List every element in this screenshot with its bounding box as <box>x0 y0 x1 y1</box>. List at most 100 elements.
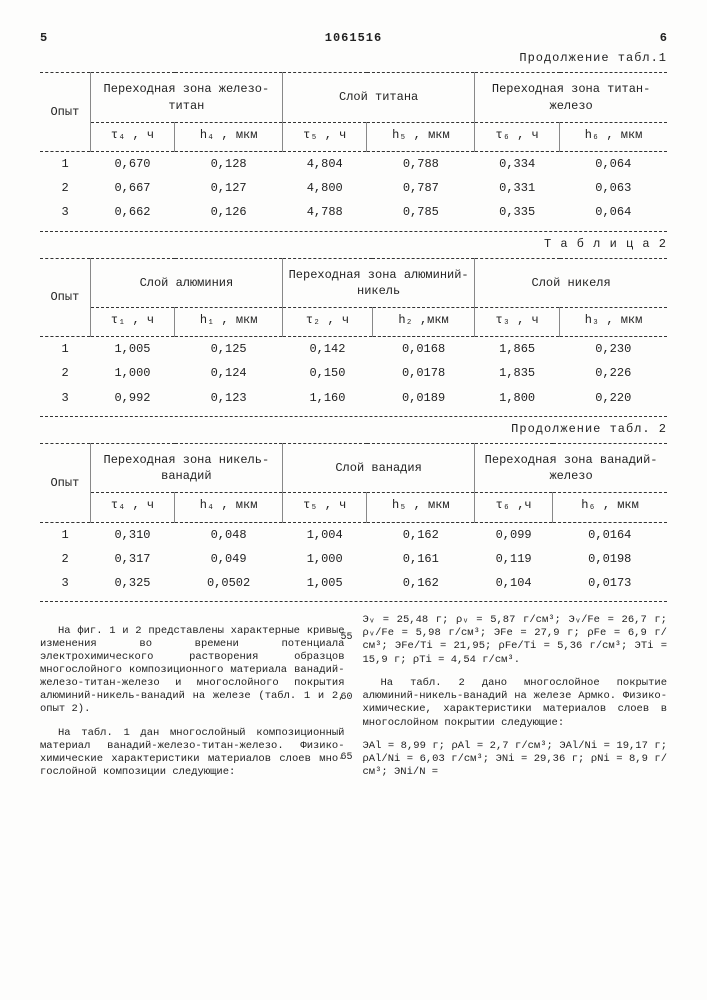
table-cell: 0,126 <box>175 200 283 224</box>
table-row: 21,0000,1240,1500,01781,8350,226 <box>40 361 667 385</box>
t3-sub2: h₄ , мкм <box>175 493 283 522</box>
table-cell: 0,317 <box>90 547 174 571</box>
table-cell: 0,127 <box>175 176 283 200</box>
table-cell: 1,800 <box>475 386 560 410</box>
table-cell: 2 <box>40 361 90 385</box>
right-para-1: Эᵥ = 25,48 г; ρᵥ = 5,87 г/см³; Эᵥ/Fe = 2… <box>363 614 668 667</box>
table-cell: 0,119 <box>475 547 553 571</box>
col-experiment: Опыт <box>40 73 90 152</box>
table-row: 11,0050,1250,1420,01681,8650,230 <box>40 337 667 362</box>
t2-sub6: h₃ , мкм <box>560 308 667 337</box>
table-cell: 0,049 <box>175 547 283 571</box>
t2-sub1: τ₁ , ч <box>90 308 174 337</box>
t2-group2: Переходная зона алюминий-никель <box>283 258 475 307</box>
t1-group3: Переходная зона титан-железо <box>475 73 667 122</box>
table-cell: 0,099 <box>475 522 553 547</box>
table-cell: 0,150 <box>283 361 373 385</box>
caption-cont1: Продолжение табл.1 <box>40 50 667 66</box>
body-right: 55 60 65 Эᵥ = 25,48 г; ρᵥ = 5,87 г/см³; … <box>363 614 668 790</box>
table-cell: 1,000 <box>282 547 366 571</box>
t3-sub3: τ₅ , ч <box>282 493 366 522</box>
right-para-3: ЭAl = 8,99 г; ρAl = 2,7 г/см³; ЭAl/Ni = … <box>363 740 668 779</box>
table-cell: 0,220 <box>560 386 667 410</box>
table-cell: 0,048 <box>175 522 283 547</box>
t1-sub2: h₄ , мкм <box>175 122 283 151</box>
t1-sub4: h₅ , мкм <box>367 122 475 151</box>
table-row: 10,3100,0481,0040,1620,0990,0164 <box>40 522 667 547</box>
table-cell: 4,788 <box>283 200 367 224</box>
t1-sub6: h₆ , мкм <box>560 122 667 151</box>
table-cell: 0,123 <box>175 386 283 410</box>
table-cell: 2 <box>40 547 90 571</box>
table-cell: 0,0178 <box>372 361 474 385</box>
t1-sub5: τ₆ , ч <box>475 122 560 151</box>
t3-group2: Слой ванадия <box>282 444 474 493</box>
table-row: 20,6670,1274,8000,7870,3310,063 <box>40 176 667 200</box>
table-cell: 0,670 <box>90 151 174 176</box>
table-cell: 4,800 <box>283 176 367 200</box>
table-cell: 0,128 <box>175 151 283 176</box>
table-cell: 0,125 <box>175 337 283 362</box>
table-cell: 1,835 <box>475 361 560 385</box>
table-cell: 0,785 <box>367 200 475 224</box>
t2-sub4: h₂ ,мкм <box>372 308 474 337</box>
caption-tab2: Т а б л и ц а 2 <box>40 236 667 252</box>
table-cell: 0,787 <box>367 176 475 200</box>
right-para-2: На табл. 2 дано многослойное по­крытие а… <box>363 677 668 730</box>
table-cell: 0,162 <box>367 571 475 595</box>
table-cell: 0,064 <box>560 200 667 224</box>
table-cell: 0,0173 <box>553 571 667 595</box>
table-cell: 0,124 <box>175 361 283 385</box>
caption-cont2: Продолжение табл. 2 <box>40 421 667 437</box>
table-cell: 0,0168 <box>372 337 474 362</box>
table-cell: 1,000 <box>90 361 174 385</box>
table-2: Опыт Слой алюминия Переходная зона алюми… <box>40 258 667 410</box>
table-cell: 1,005 <box>90 337 174 362</box>
t3-sub6: h₆ , мкм <box>553 493 667 522</box>
table-cell: 4,804 <box>283 151 367 176</box>
table-1-cont: Опыт Переходная зона железо-титан Слой т… <box>40 72 667 224</box>
t2-group1: Слой алюминия <box>90 258 282 307</box>
table-cell: 1 <box>40 337 90 362</box>
table-cell: 0,162 <box>367 522 475 547</box>
table-cell: 0,0198 <box>553 547 667 571</box>
lineno-65: 65 <box>341 752 353 765</box>
body-left: На фиг. 1 и 2 представлены ха­рактерные … <box>40 614 345 790</box>
t3-group3: Переходная зона ванадий-железо <box>475 444 667 493</box>
table-row: 30,9920,1231,1600,01891,8000,220 <box>40 386 667 410</box>
t2-body: 11,0050,1250,1420,01681,8650,23021,0000,… <box>40 337 667 410</box>
table-cell: 1 <box>40 522 90 547</box>
t2-sub2: h₁ , мкм <box>175 308 283 337</box>
t3-body: 10,3100,0481,0040,1620,0990,016420,3170,… <box>40 522 667 595</box>
table-cell: 0,0502 <box>175 571 283 595</box>
t1-sub3: τ₅ , ч <box>283 122 367 151</box>
table-cell: 0,667 <box>90 176 174 200</box>
table-row: 30,6620,1264,7880,7850,3350,064 <box>40 200 667 224</box>
table-cell: 0,331 <box>475 176 560 200</box>
t1-group2: Слой титана <box>283 73 475 122</box>
table-cell: 0,230 <box>560 337 667 362</box>
table-row: 30,3250,05021,0050,1620,1040,0173 <box>40 571 667 595</box>
table-cell: 3 <box>40 200 90 224</box>
page-col-right: 6 <box>660 30 667 46</box>
table-cell: 2 <box>40 176 90 200</box>
table-cell: 0,0164 <box>553 522 667 547</box>
table-cell: 0,788 <box>367 151 475 176</box>
table-row: 10,6700,1284,8040,7880,3340,064 <box>40 151 667 176</box>
lineno-60: 60 <box>341 692 353 705</box>
page-col-left: 5 <box>40 30 47 46</box>
table-cell: 1,005 <box>282 571 366 595</box>
table-cell: 0,104 <box>475 571 553 595</box>
table-cell: 0,0189 <box>372 386 474 410</box>
t3-sub5: τ₆ ,ч <box>475 493 553 522</box>
table-cell: 0,064 <box>560 151 667 176</box>
table-cell: 0,992 <box>90 386 174 410</box>
table-cell: 1,865 <box>475 337 560 362</box>
table-cell: 0,334 <box>475 151 560 176</box>
table-cell: 3 <box>40 386 90 410</box>
col-experiment: Опыт <box>40 258 90 337</box>
table-2-cont: Опыт Переходная зона никель-ванадий Слой… <box>40 443 667 595</box>
table-row: 20,3170,0491,0000,1610,1190,0198 <box>40 547 667 571</box>
t1-group1: Переходная зона железо-титан <box>90 73 282 122</box>
t2-sub3: τ₂ , ч <box>283 308 373 337</box>
